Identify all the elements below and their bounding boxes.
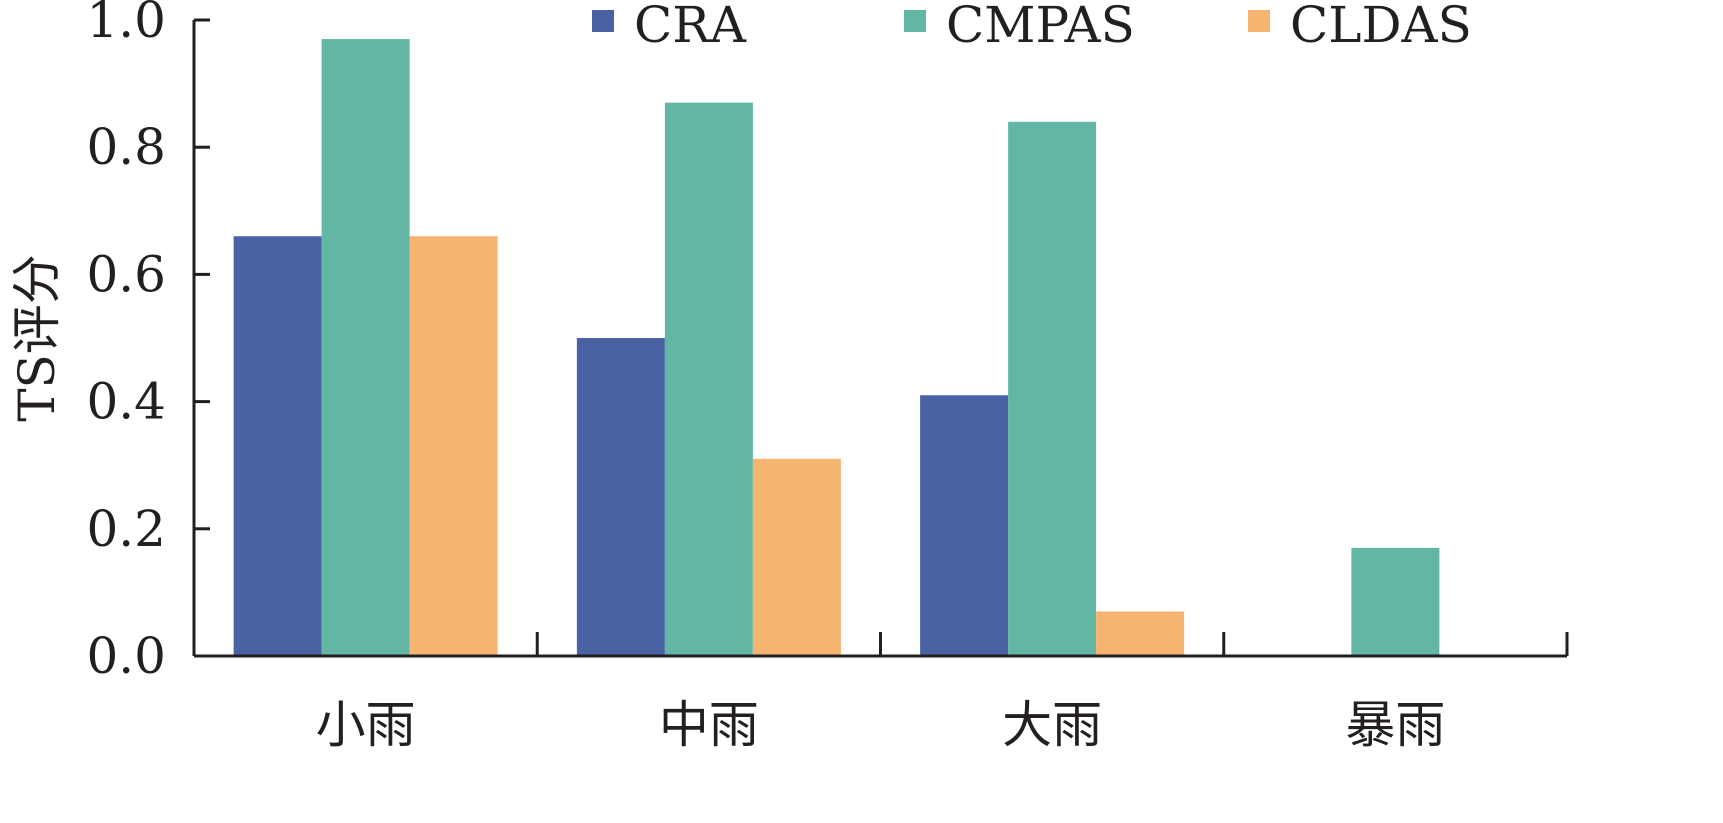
legend-label-cldas: CLDAS (1290, 0, 1472, 54)
y-tick-label: 0.0 (86, 627, 166, 685)
y-tick-label: 0.4 (86, 373, 166, 431)
x-category-label: 大雨 (1002, 696, 1102, 754)
bar-cldas-1 (752, 458, 841, 656)
y-tick-label: 0.2 (86, 500, 166, 558)
legend-swatch-cldas (1248, 10, 1270, 32)
bar-cmpas-3 (1351, 547, 1440, 656)
x-category-label: 暴雨 (1345, 696, 1445, 754)
bar-cldas-2 (1096, 611, 1185, 656)
bars-group (233, 39, 1440, 657)
legend-label-cra: CRA (634, 0, 747, 54)
bar-cmpas-0 (321, 39, 410, 656)
legend-label-cmpas: CMPAS (946, 0, 1135, 54)
bar-cmpas-1 (664, 102, 753, 657)
y-tick-label: 0.6 (86, 245, 166, 303)
y-ticks-group: 0.0 0.2 0.4 0.6 0.8 1.0 (86, 0, 210, 685)
x-categories-group: 小雨 中雨 大雨 暴雨 (316, 632, 1569, 754)
bar-cra-2 (920, 395, 1009, 656)
bar-cmpas-2 (1008, 121, 1097, 656)
bar-cldas-0 (409, 236, 498, 657)
bar-cra-0 (233, 236, 322, 657)
legend-swatch-cmpas (904, 10, 926, 32)
legend-swatch-cra (592, 10, 614, 32)
x-category-label: 小雨 (316, 696, 416, 754)
x-category-label: 中雨 (659, 696, 759, 754)
legend: CRA CMPAS CLDAS (592, 0, 1472, 54)
y-tick-label: 0.8 (86, 118, 166, 176)
y-axis-label: TS评分 (8, 254, 66, 422)
y-tick-label: 1.0 (86, 0, 166, 49)
bar-cra-1 (576, 338, 665, 656)
